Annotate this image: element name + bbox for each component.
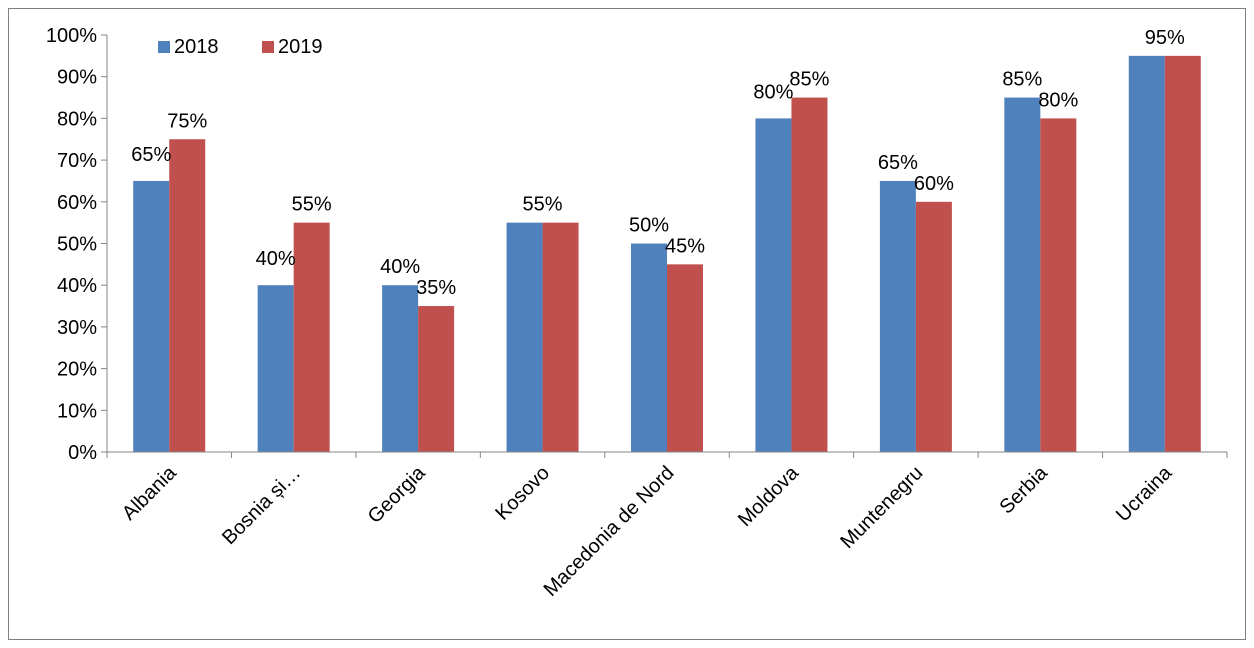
bar-2019-5 (791, 97, 828, 453)
bar-2019-1 (293, 222, 330, 452)
y-tick-label: 0% (68, 442, 97, 464)
data-label: 95% (1145, 27, 1185, 49)
data-label: 65% (878, 152, 918, 174)
x-tick-label: Serbia (995, 461, 1052, 518)
y-tick-label: 90% (57, 67, 97, 89)
x-tick-label: Kosovo (491, 462, 554, 525)
legend-label-2018: 2018 (174, 36, 219, 58)
data-label: 50% (629, 215, 669, 237)
y-tick-label: 20% (57, 359, 97, 381)
data-label: 40% (380, 256, 420, 278)
bar-2019-3 (542, 222, 579, 452)
bar-2019-0 (169, 139, 206, 452)
data-label: 40% (256, 248, 296, 270)
x-tick-label: Macedonia de Nord (540, 462, 679, 601)
data-label: 85% (789, 69, 829, 91)
y-tick-label: 60% (57, 192, 97, 214)
data-label: 85% (1002, 69, 1042, 91)
y-tick-label: 50% (57, 234, 97, 256)
legend-label-2019: 2019 (278, 36, 323, 58)
data-label: 60% (914, 173, 954, 195)
data-label: 55% (523, 194, 563, 216)
legend-swatch-2018 (158, 41, 170, 53)
x-tick-label: Ucraina (1112, 461, 1177, 526)
bar-2018-6 (879, 180, 916, 452)
x-tick-label: Albania (118, 461, 181, 524)
y-tick-label: 80% (57, 108, 97, 130)
y-tick-label: 40% (57, 275, 97, 297)
y-tick-label: 30% (57, 317, 97, 339)
data-label: 35% (416, 277, 456, 299)
y-tick-label: 70% (57, 150, 97, 172)
data-label: 75% (167, 110, 207, 132)
bar-2018-8 (1128, 55, 1165, 452)
bar-2019-4 (667, 264, 703, 452)
bar-2019-6 (915, 201, 952, 452)
x-tick-label: Georgia (364, 461, 430, 527)
bar-2019-8 (1164, 55, 1201, 452)
x-tick-label: Muntenegru (836, 462, 927, 553)
y-tick-label: 100% (46, 25, 97, 47)
bar-2019-7 (1040, 118, 1077, 453)
legend-swatch-2019 (262, 41, 274, 53)
data-label: 80% (753, 81, 793, 103)
data-label: 55% (292, 194, 332, 216)
bar-2019-2 (418, 306, 455, 452)
bar-2018-4 (631, 243, 667, 452)
bar-2018-3 (506, 222, 543, 452)
bar-2018-1 (257, 285, 294, 452)
data-label: 45% (665, 235, 705, 257)
bar-2018-0 (133, 180, 170, 452)
data-label: 80% (1038, 89, 1078, 111)
bar-2018-5 (755, 118, 792, 453)
x-tick-label: Moldova (734, 461, 804, 531)
bar-2018-2 (382, 285, 419, 452)
x-tick-label: Bosnia și… (218, 462, 305, 549)
data-label: 65% (131, 144, 171, 166)
y-tick-label: 10% (57, 400, 97, 422)
bar-2018-7 (1004, 97, 1041, 453)
